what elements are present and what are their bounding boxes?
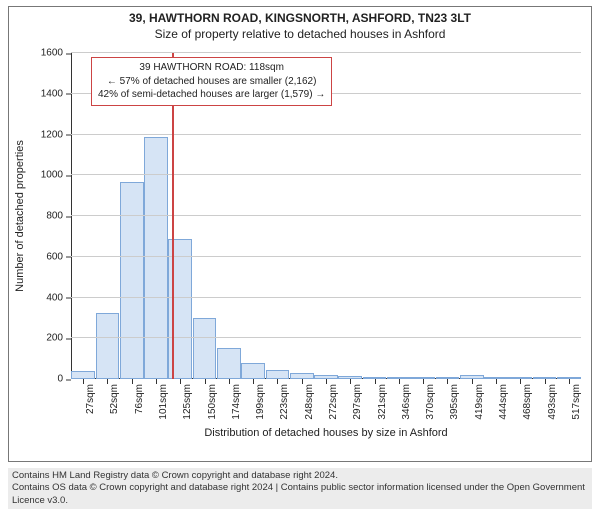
- x-tick-mark: [156, 379, 157, 384]
- x-tick-mark: [229, 379, 230, 384]
- annotation-line: 39 HAWTHORN ROAD: 118sqm: [98, 61, 325, 75]
- histogram-bar: [241, 363, 265, 379]
- x-tick-label: 248sqm: [304, 379, 315, 420]
- x-tick-label: 468sqm: [522, 379, 533, 420]
- y-tick-label: 400: [46, 292, 71, 303]
- y-tick-label: 800: [46, 211, 71, 222]
- x-tick-mark: [302, 379, 303, 384]
- x-tick-label: 517sqm: [571, 379, 582, 420]
- x-tick-label: 370sqm: [425, 379, 436, 420]
- gridline: [71, 256, 581, 257]
- y-tick-label: 1000: [41, 170, 71, 181]
- histogram-bar: [120, 182, 144, 379]
- x-tick-mark: [205, 379, 206, 384]
- y-tick-label: 600: [46, 251, 71, 262]
- x-tick-mark: [399, 379, 400, 384]
- x-tick-mark: [496, 379, 497, 384]
- x-tick-label: 199sqm: [255, 379, 266, 420]
- annotation-line: 42% of semi-detached houses are larger (…: [98, 88, 325, 102]
- y-tick-label: 200: [46, 333, 71, 344]
- x-tick-label: 125sqm: [182, 379, 193, 420]
- x-tick-mark: [132, 379, 133, 384]
- x-tick-mark: [326, 379, 327, 384]
- x-tick-label: 272sqm: [328, 379, 339, 420]
- x-tick-label: 395sqm: [449, 379, 460, 420]
- histogram-bar: [71, 371, 95, 379]
- x-tick-label: 419sqm: [474, 379, 485, 420]
- y-tick-label: 1400: [41, 88, 71, 99]
- gridline: [71, 134, 581, 135]
- chart-title-address: 39, HAWTHORN ROAD, KINGSNORTH, ASHFORD, …: [9, 11, 591, 25]
- x-tick-label: 174sqm: [231, 379, 242, 420]
- x-tick-mark: [423, 379, 424, 384]
- gridline: [71, 174, 581, 175]
- gridline: [71, 215, 581, 216]
- x-tick-mark: [472, 379, 473, 384]
- y-tick-label: 0: [57, 374, 71, 385]
- x-tick-label: 101sqm: [158, 379, 169, 420]
- y-tick-label: 1600: [41, 48, 71, 59]
- x-tick-mark: [83, 379, 84, 384]
- x-tick-label: 76sqm: [134, 379, 145, 414]
- histogram-bar: [144, 137, 168, 379]
- y-tick-label: 1200: [41, 129, 71, 140]
- footer-line1: Contains HM Land Registry data © Crown c…: [12, 470, 588, 482]
- footer-line2: Contains OS data © Crown copyright and d…: [12, 482, 588, 507]
- x-tick-label: 150sqm: [207, 379, 218, 420]
- y-axis-label-wrap: Number of detached properties: [13, 53, 27, 379]
- histogram-bar: [266, 370, 290, 379]
- x-tick-mark: [545, 379, 546, 384]
- x-tick-label: 223sqm: [279, 379, 290, 420]
- x-axis-label: Distribution of detached houses by size …: [71, 427, 581, 439]
- chart-container: 39, HAWTHORN ROAD, KINGSNORTH, ASHFORD, …: [8, 6, 592, 462]
- x-tick-label: 493sqm: [547, 379, 558, 420]
- chart-subtitle: Size of property relative to detached ho…: [9, 27, 591, 41]
- footer-attribution: Contains HM Land Registry data © Crown c…: [8, 468, 592, 509]
- annotation-line: ← 57% of detached houses are smaller (2,…: [98, 75, 325, 89]
- x-tick-label: 27sqm: [85, 379, 96, 414]
- gridline: [71, 297, 581, 298]
- x-tick-mark: [375, 379, 376, 384]
- x-tick-mark: [253, 379, 254, 384]
- x-tick-label: 444sqm: [498, 379, 509, 420]
- histogram-bar: [96, 313, 120, 379]
- gridline: [71, 52, 581, 53]
- x-tick-label: 297sqm: [352, 379, 363, 420]
- plot-area: 0200400600800100012001400160027sqm52sqm7…: [71, 53, 581, 379]
- x-tick-label: 346sqm: [401, 379, 412, 420]
- gridline: [71, 337, 581, 338]
- x-tick-label: 52sqm: [109, 379, 120, 414]
- x-tick-label: 321sqm: [377, 379, 388, 420]
- y-axis-label: Number of detached properties: [14, 140, 26, 292]
- histogram-bar: [193, 318, 217, 379]
- histogram-bar: [217, 348, 241, 379]
- annotation-box: 39 HAWTHORN ROAD: 118sqm← 57% of detache…: [91, 57, 332, 106]
- x-tick-mark: [569, 379, 570, 384]
